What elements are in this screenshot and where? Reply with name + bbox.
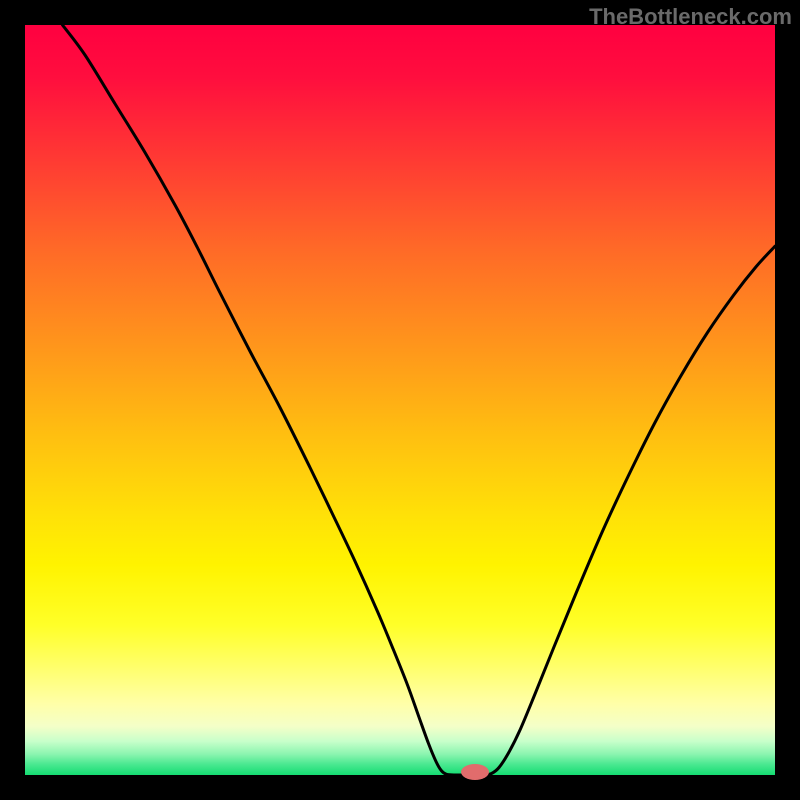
bottleneck-curve-chart [0, 0, 800, 800]
bottom-marker [461, 764, 489, 780]
watermark-text: TheBottleneck.com [589, 4, 792, 30]
chart-container: TheBottleneck.com [0, 0, 800, 800]
